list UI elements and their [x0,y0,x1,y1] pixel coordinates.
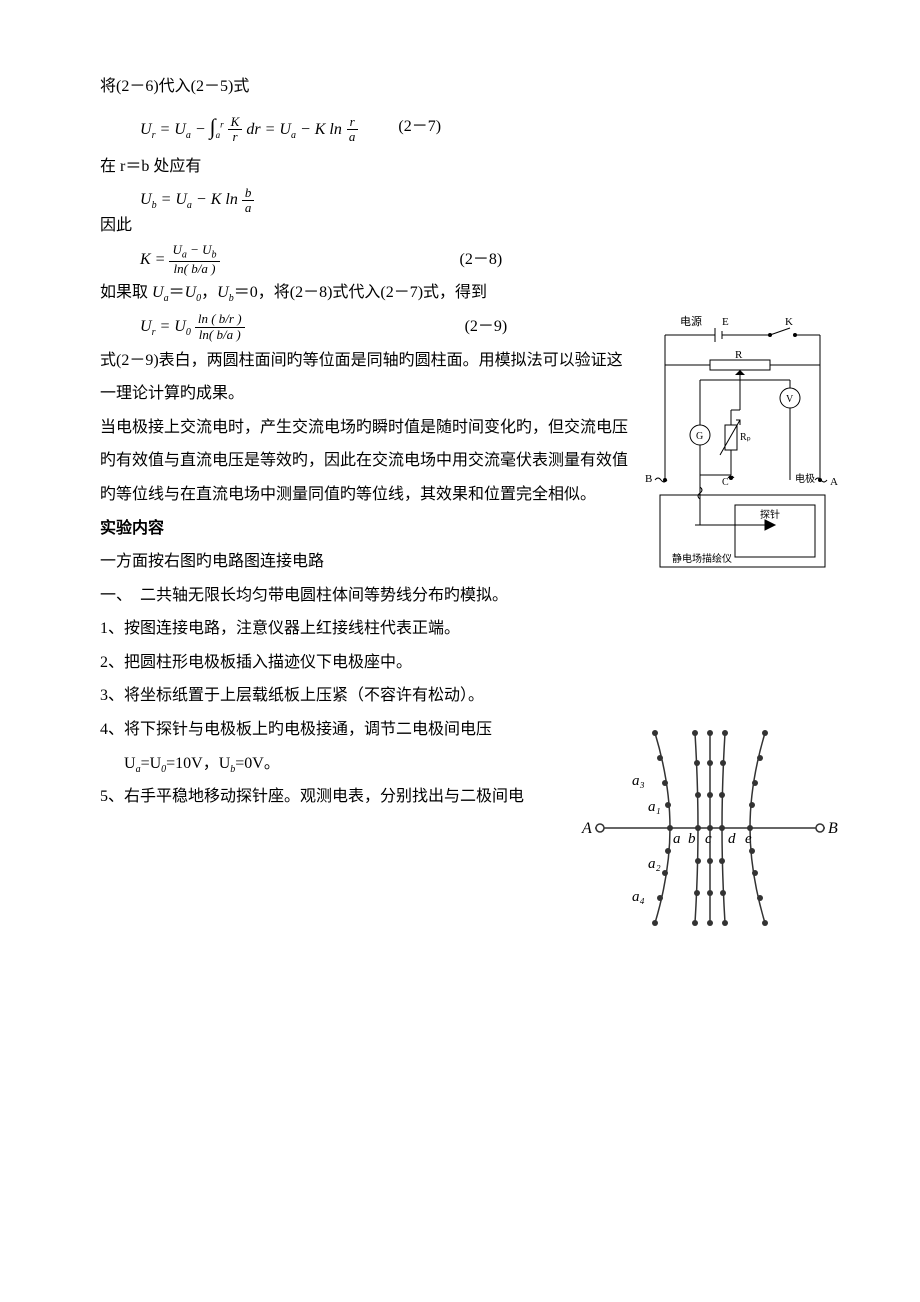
svg-text:a₁: a₁ [648,799,661,815]
svg-text:d: d [728,831,736,847]
svg-text:Rₚ: Rₚ [740,432,751,443]
list-item: 2、把圆柱形电极板插入描迹仪下电极座中。 [100,646,840,680]
eq-number: (2－7) [398,110,441,144]
svg-text:c: c [705,831,712,847]
label-yiqi: 静电场描绘仪 [672,552,732,565]
eq-number: (2－8) [460,243,503,277]
svg-text:a₃: a₃ [632,773,645,789]
svg-text:V: V [786,394,794,405]
list-item: 1、按图连接电路，注意仪器上红接线柱代表正端。 [100,612,840,646]
svg-text:a₄: a₄ [632,889,645,905]
svg-text:K: K [785,316,793,328]
equation-2-7: Ur = Ua − ∫ar Kr dr = Ua − K ln ra (2－7) [100,104,840,150]
svg-text:G: G [696,431,703,442]
svg-text:B: B [645,473,652,485]
svg-text:R: R [735,349,743,361]
paragraph: 将(2－6)代入(2－5)式 [100,70,840,104]
field-lines-diagram: A B abcde a₁ a₂ a₃ a₄ [580,713,840,956]
svg-text:C: C [722,477,729,488]
label-tanzhen: 探针 [760,508,780,521]
svg-text:B: B [828,820,838,837]
label-dianyuan: 电源 [680,314,702,328]
svg-text:E: E [722,316,729,328]
svg-text:a: a [673,831,681,847]
svg-text:e: e [745,831,752,847]
paragraph: 如果取 Ua＝U0，Ub＝0，将(2－8)式代入(2－7)式，得到 [100,276,840,310]
list-item: 3、将坐标纸置于上层载纸板上压紧（不容许有松动）。 [100,679,840,713]
equation-2-8: K = Ua − Ubln( b/a ) (2－8) [100,243,840,277]
svg-text:A: A [830,476,838,488]
svg-text:A: A [581,820,592,837]
svg-text:a₂: a₂ [648,856,661,872]
circuit-diagram: 电源 E K R V G Rₚ C B A 电极 探针 静电场描绘仪 [640,310,840,593]
label-dianji: 电极 [795,472,815,485]
eq-number: (2－9) [465,310,508,344]
svg-text:b: b [688,831,696,847]
equation-2-9: Ur = U0 ln ( b/r )ln( b/a ) (2－9) [100,310,628,344]
paragraph: 在 r＝b 处应有 [100,150,840,184]
